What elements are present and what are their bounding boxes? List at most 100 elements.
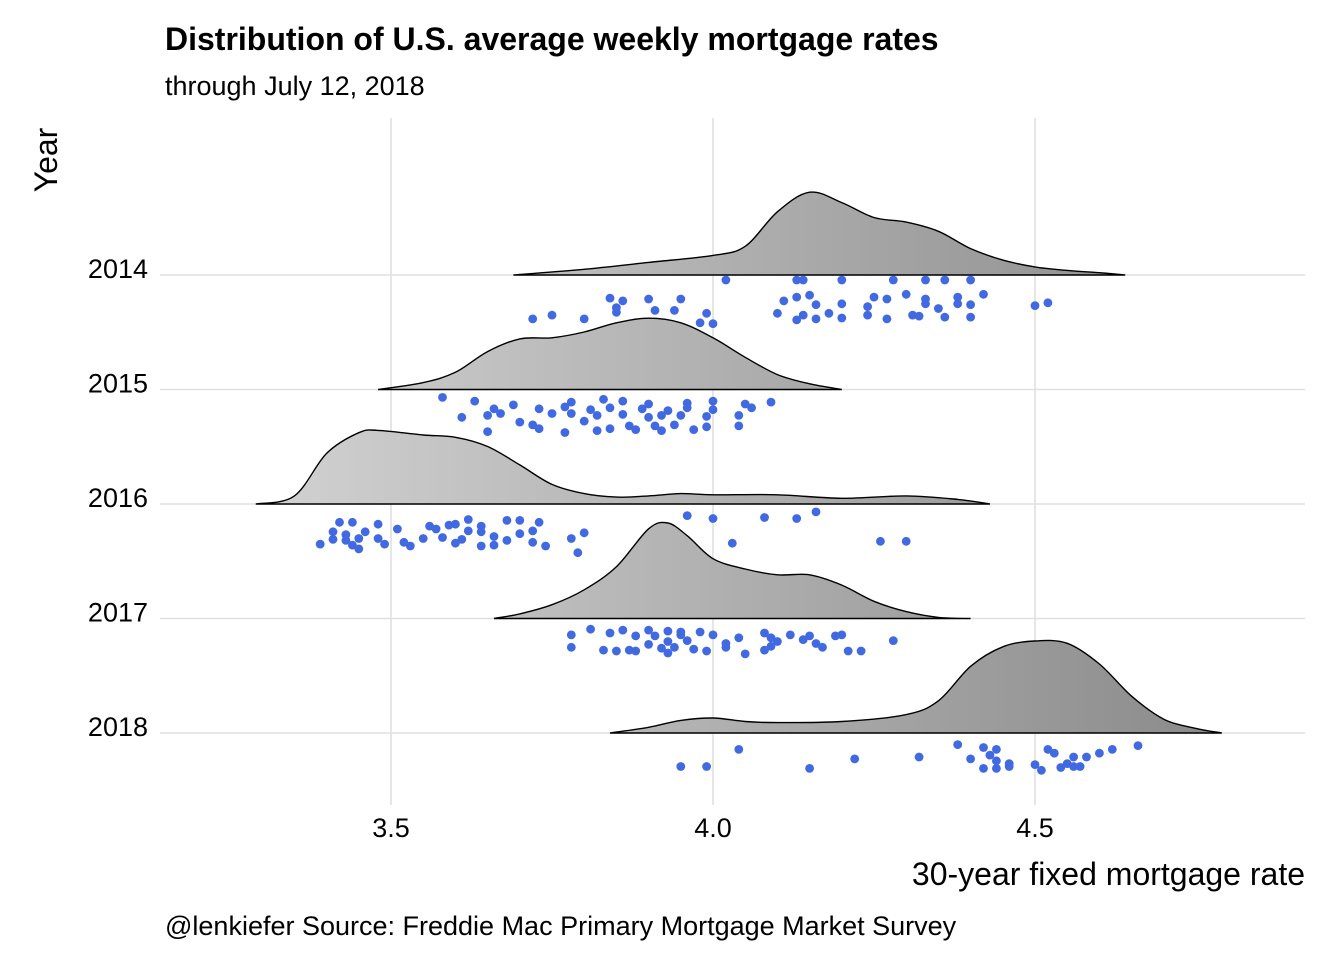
point-2015-47: [657, 426, 666, 435]
point-2015-23: [496, 409, 505, 418]
point-2016-13: [515, 516, 525, 525]
point-2015-0: [438, 393, 447, 402]
point-2014-4: [888, 275, 898, 285]
point-2015-10: [489, 404, 499, 414]
point-2016-49: [876, 536, 885, 546]
point-2017-9: [805, 631, 814, 641]
point-2014-11: [901, 289, 911, 299]
point-2015-42: [483, 427, 492, 436]
point-2015-14: [586, 405, 595, 415]
point-2014-3: [837, 275, 847, 285]
point-2017-16: [734, 633, 744, 643]
point-2017-21: [682, 636, 692, 645]
point-2014-17: [605, 293, 615, 303]
point-2015-24: [547, 409, 557, 418]
point-2018-23: [979, 764, 988, 773]
point-2017-38: [663, 648, 673, 658]
point-2014-30: [1030, 301, 1040, 310]
point-2014-40: [837, 313, 847, 323]
point-2014-15: [644, 294, 653, 304]
point-2014-38: [798, 310, 808, 320]
point-2015-38: [650, 421, 660, 431]
density-ridge-2016: [255, 429, 991, 505]
point-2017-7: [760, 628, 769, 638]
point-2018-17: [1030, 760, 1040, 769]
point-2015-5: [644, 399, 653, 409]
point-2018-21: [702, 762, 711, 771]
point-2015-13: [560, 402, 570, 412]
point-2018-5: [1107, 745, 1117, 754]
point-2014-21: [811, 300, 821, 310]
point-2018-22: [805, 764, 814, 773]
point-2016-44: [476, 541, 486, 551]
point-2015-26: [592, 411, 602, 420]
point-2014-2: [798, 275, 808, 285]
point-2014-37: [773, 308, 782, 318]
point-2015-25: [566, 409, 576, 418]
point-2018-13: [1049, 748, 1059, 758]
point-2015-48: [689, 425, 699, 434]
point-2017-19: [831, 631, 840, 641]
point-2015-21: [457, 412, 467, 422]
point-2016-26: [354, 534, 364, 543]
point-2014-7: [966, 275, 975, 285]
point-2015-17: [663, 406, 673, 415]
point-2017-8: [785, 630, 795, 640]
point-2016-12: [502, 516, 512, 525]
point-2015-9: [766, 397, 776, 407]
point-2015-16: [637, 404, 647, 414]
x-tick-label-1: 4.0: [694, 813, 732, 843]
point-2015-37: [624, 421, 634, 431]
point-2015-4: [618, 396, 628, 406]
points: [315, 275, 1143, 775]
point-2017-1: [618, 625, 628, 635]
point-2016-45: [489, 540, 499, 550]
point-2018-15: [992, 756, 1001, 766]
point-2016-23: [579, 528, 589, 538]
point-2017-40: [740, 649, 750, 659]
x-axis-label: 30-year fixed mortgage rate: [912, 856, 1305, 892]
density-ridge-2017: [493, 521, 971, 620]
point-2016-40: [354, 544, 364, 554]
point-2016-16: [360, 527, 370, 537]
point-2016-32: [489, 532, 499, 541]
point-2016-3: [792, 514, 802, 523]
point-2014-5: [921, 275, 930, 285]
point-2015-12: [534, 404, 544, 414]
point-2014-1: [792, 275, 802, 285]
point-2014-14: [979, 289, 988, 299]
point-2018-3: [992, 745, 1001, 754]
point-2015-11: [509, 400, 518, 410]
point-2014-13: [953, 292, 963, 302]
point-2014-49: [528, 314, 538, 324]
point-2017-3: [663, 626, 673, 636]
point-2018-27: [1069, 762, 1078, 771]
point-2016-17: [393, 524, 402, 534]
point-2014-23: [863, 302, 872, 311]
point-2017-18: [798, 635, 808, 644]
point-2016-22: [528, 526, 538, 536]
point-2018-4: [1043, 745, 1053, 754]
point-2017-29: [644, 640, 653, 649]
point-2017-36: [612, 646, 621, 656]
point-2014-34: [547, 310, 557, 320]
point-2014-26: [934, 304, 943, 313]
point-2017-20: [663, 637, 673, 646]
point-2016-20: [476, 527, 486, 537]
point-2016-10: [463, 515, 473, 524]
point-2017-0: [586, 624, 595, 634]
y-axis-label: Year: [28, 127, 64, 192]
point-2018-2: [979, 743, 988, 752]
point-2018-9: [850, 754, 860, 764]
point-2017-25: [888, 636, 898, 645]
point-2015-15: [605, 403, 615, 413]
point-2017-35: [818, 642, 827, 652]
point-2018-1: [953, 740, 963, 749]
point-2014-51: [708, 319, 718, 329]
point-2014-29: [1043, 298, 1053, 308]
point-2014-33: [702, 308, 711, 318]
point-2014-0: [721, 275, 731, 285]
point-2018-12: [985, 750, 995, 760]
density-ridge-2015: [377, 317, 842, 391]
